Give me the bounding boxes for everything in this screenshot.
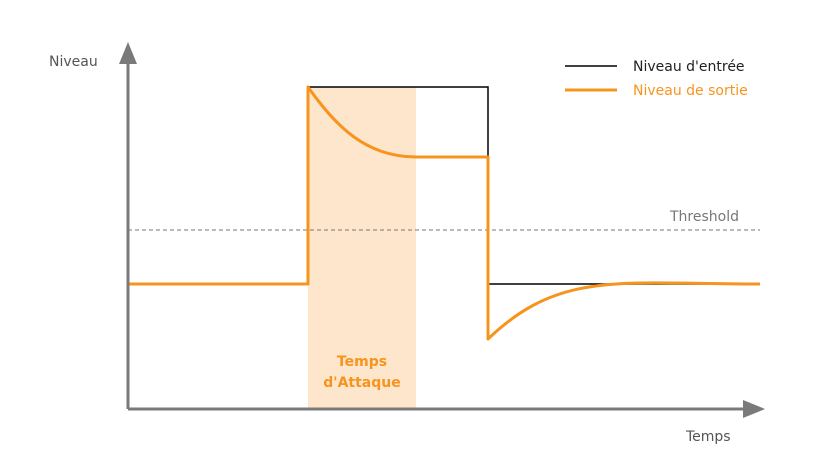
attack-time-label-line2: d'Attaque: [323, 375, 400, 391]
threshold-label: Threshold: [669, 209, 739, 225]
y-axis-label: Niveau: [49, 54, 98, 70]
input-level-line: [128, 86, 760, 285]
x-axis-arrow-icon: [743, 400, 765, 418]
attack-time-label-line1: Temps: [337, 354, 387, 370]
output-level-line: [128, 85, 761, 341]
legend-input-label: Niveau d'entrée: [633, 59, 745, 75]
y-axis-arrow-icon: [119, 42, 137, 64]
legend-output-label: Niveau de sortie: [633, 83, 748, 99]
x-axis-label: Temps: [685, 429, 731, 445]
